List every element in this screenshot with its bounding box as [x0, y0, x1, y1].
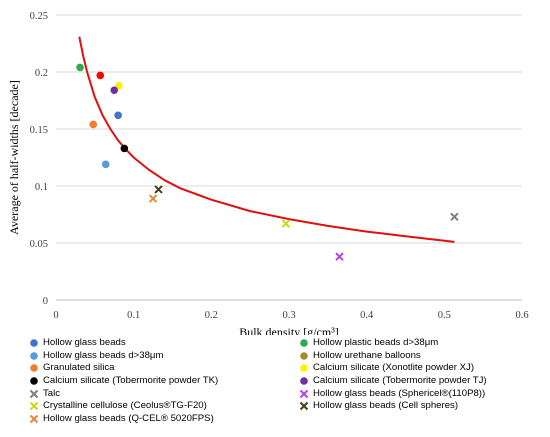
legend-label: Hollow glass beads d>38μm	[43, 349, 164, 361]
legend-label: Talc	[43, 387, 61, 399]
legend-label: Hollow glass beads	[43, 337, 126, 349]
y-tick-label: 0.05	[30, 239, 48, 250]
data-point-x	[154, 185, 163, 194]
data-point	[110, 86, 119, 95]
data-point	[96, 71, 105, 80]
legend-item: Hollow glass beads d>38μm	[28, 350, 298, 363]
legend-label: Hollow glass beads (Q-CEL® 5020FPS)	[43, 412, 214, 424]
x-marker-icon	[298, 388, 310, 400]
x-axis-title: Bulk density [g/cm³]	[239, 325, 339, 335]
y-tick-label: 0.2	[35, 68, 48, 79]
chart-legend: Hollow glass beads Hollow plastic beads d…	[28, 337, 548, 425]
x-tick-label: 0.2	[205, 310, 218, 321]
data-point-x	[148, 194, 158, 203]
data-point	[114, 111, 122, 120]
legend-item: Calcium silicate (Xonotlite powder XJ)	[298, 362, 548, 375]
chart-svg: 00.050.10.150.20.25 0 0.1 0.2 0.3 0.4 0.5 0.6 …	[7, 11, 529, 335]
x-tick-label: 0.3	[282, 310, 295, 321]
data-point	[101, 160, 110, 169]
circle-marker-icon	[298, 337, 310, 349]
data-point	[89, 120, 98, 129]
y-tick-label: 0.15	[30, 125, 48, 136]
legend-item: Hollow glass beads (Q-CEL® 5020FPS)	[28, 413, 298, 426]
legend-item: Hollow glass beads (Sphericel®(110P8))	[298, 387, 548, 400]
x-tick-label: 0.4	[360, 310, 374, 321]
y-tick-label: 0	[43, 296, 48, 307]
legend-item: Hollow glass beads	[28, 337, 298, 350]
legend-label: Granulated silica	[43, 362, 115, 374]
circle-marker-icon	[298, 362, 310, 374]
legend-label: Crystalline cellulose (Ceolus®TG-F20)	[43, 400, 207, 412]
data-point-x	[335, 252, 344, 261]
data-point	[76, 63, 84, 72]
data-point-stroke	[281, 219, 291, 228]
y-axis-title: Average of half-widths [decade]	[7, 80, 21, 235]
x-marker-icon	[28, 413, 40, 425]
grid-lines	[56, 14, 522, 244]
legend-label: Calcium silicate (Xonotlite powder XJ)	[313, 362, 475, 374]
legend-label: Hollow urethane balloons	[313, 349, 421, 361]
data-point	[120, 144, 129, 153]
data-point-stroke	[450, 212, 459, 221]
x-tick-label: 0.1	[127, 310, 140, 321]
legend-item: Talc	[28, 387, 298, 400]
circle-marker-icon	[28, 375, 40, 387]
y-tick-labels: 0 0.05 0.1 0.15 0.2 0.25	[30, 11, 48, 307]
x-tick-label: 0.6	[515, 310, 528, 321]
x-tick-label: 0	[53, 310, 58, 321]
legend-item: Calcium silicate (Tobermorite powder TK)	[28, 375, 298, 388]
legend-item: Crystalline cellulose (Ceolus®TG-F20)	[28, 400, 298, 413]
data-point-stroke	[335, 252, 344, 261]
legend-label: Hollow plastic beads d>38μm	[313, 337, 439, 349]
data-points	[76, 63, 459, 261]
x-marker-icon	[28, 388, 40, 400]
y-tick-label: 0.1	[35, 182, 48, 193]
legend-item: Hollow plastic beads d>38μm	[298, 337, 548, 350]
x-tick-label: 0.5	[438, 310, 451, 321]
legend-item: Granulated silica	[28, 362, 298, 375]
legend-label: Hollow glass beads (Cell spheres)	[313, 400, 459, 412]
legend-label: Calcium silicate (Tobermorite powder TK)	[43, 375, 219, 387]
legend-label: Hollow glass beads (Sphericel®(110P8))	[313, 387, 486, 399]
circle-marker-icon	[298, 375, 310, 387]
trend-curve	[78, 36, 455, 243]
data-point-x	[281, 219, 291, 228]
x-marker-icon	[298, 400, 310, 412]
legend-label: Calcium silicate (Tobermorite powder TJ)	[313, 375, 487, 387]
data-point-stroke	[154, 185, 163, 194]
x-marker-icon	[28, 400, 40, 412]
circle-marker-icon	[298, 350, 310, 362]
legend-item: Calcium silicate (Tobermorite powder TJ)	[298, 375, 548, 388]
data-point	[115, 81, 123, 90]
data-point-x	[450, 212, 459, 221]
circle-marker-icon	[28, 337, 40, 349]
data-point-stroke	[148, 194, 158, 203]
legend-item: Hollow urethane balloons	[298, 350, 548, 363]
circle-marker-icon	[28, 350, 40, 362]
circle-marker-icon	[28, 362, 40, 374]
legend-item: Hollow glass beads (Cell spheres)	[298, 400, 548, 413]
x-tick-labels: 0 0.1 0.2 0.3 0.4 0.5 0.6	[53, 310, 528, 321]
y-tick-label: 0.25	[30, 11, 48, 22]
